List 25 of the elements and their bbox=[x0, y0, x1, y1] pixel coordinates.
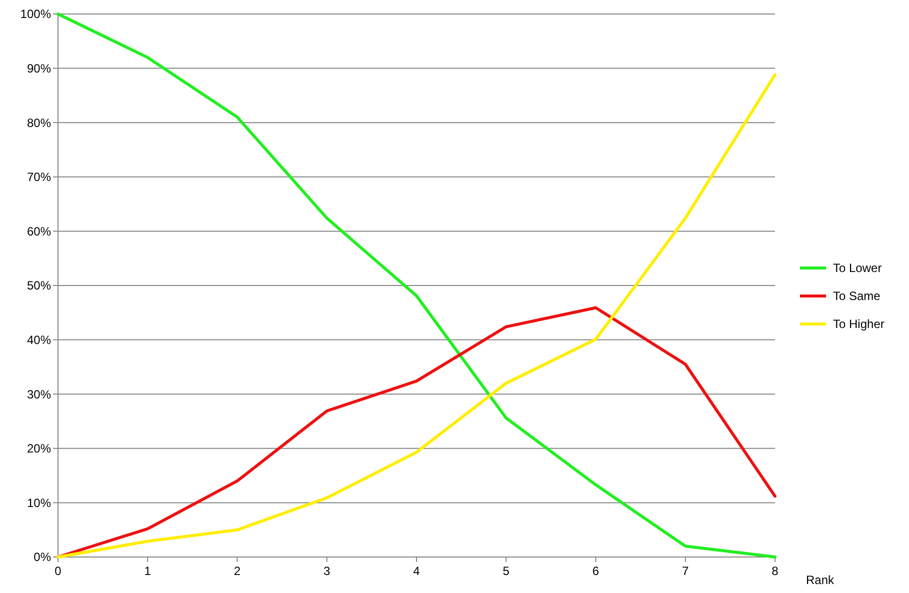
y-tick-label: 70% bbox=[26, 170, 52, 184]
legend-label: To Lower bbox=[833, 261, 882, 276]
line-series bbox=[56, 306, 776, 558]
x-tick-label: 3 bbox=[324, 564, 331, 578]
x-tick-label: 7 bbox=[682, 564, 690, 578]
legend-label: To Higher bbox=[833, 317, 884, 332]
x-tick-label: 1 bbox=[144, 564, 152, 578]
x-tick-label: 8 bbox=[772, 564, 779, 578]
y-tick-label: 20% bbox=[26, 442, 52, 456]
y-tick-label: 10% bbox=[26, 496, 52, 510]
y-tick-label: 0% bbox=[34, 550, 52, 564]
x-tick-label: 5 bbox=[502, 564, 510, 578]
x-axis-title: Rank bbox=[806, 573, 836, 587]
y-tick-label: 40% bbox=[26, 333, 52, 347]
legend-label: To Same bbox=[833, 289, 881, 304]
y-tick-label: 30% bbox=[26, 387, 52, 402]
y-tick-label: 80% bbox=[26, 116, 52, 130]
y-tick-label: 50% bbox=[26, 278, 52, 293]
y-tick-label: 60% bbox=[26, 224, 52, 238]
x-tick-label: 0 bbox=[54, 564, 62, 578]
x-tick-label: 2 bbox=[234, 564, 241, 578]
y-tick-label: 90% bbox=[26, 62, 52, 76]
y-tick-label: 100% bbox=[20, 7, 52, 22]
x-tick-label: 6 bbox=[592, 564, 600, 578]
x-tick-label: 4 bbox=[413, 564, 420, 578]
